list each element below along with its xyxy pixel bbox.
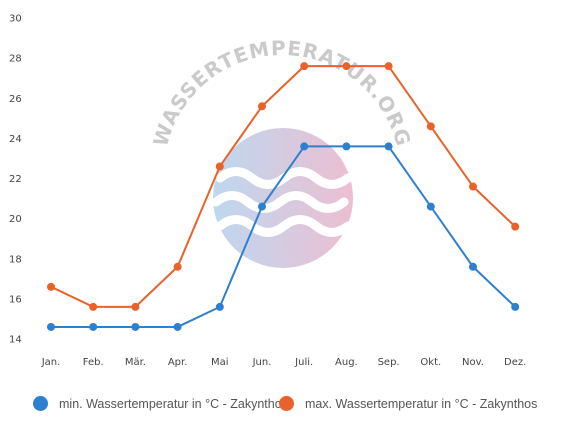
data-point[interactable] <box>384 142 393 151</box>
y-tick-label: 24 <box>9 134 22 145</box>
x-tick-label: Dez. <box>504 357 526 368</box>
x-tick-label: Jan. <box>41 357 61 368</box>
y-tick-label: 14 <box>9 335 22 346</box>
data-point[interactable] <box>469 262 477 271</box>
x-tick-label: Nov. <box>462 357 484 368</box>
data-point[interactable] <box>511 222 520 231</box>
data-point[interactable] <box>469 182 477 191</box>
data-point[interactable] <box>300 62 309 71</box>
x-tick-label: Jun. <box>252 357 272 368</box>
y-tick-label: 28 <box>9 54 22 65</box>
y-tick-label: 26 <box>9 94 22 105</box>
y-tick-label: 20 <box>9 214 22 225</box>
series-layer <box>47 62 520 331</box>
data-point[interactable] <box>173 322 182 331</box>
watermark-waves-icon <box>211 167 353 237</box>
data-point[interactable] <box>215 302 224 311</box>
data-point[interactable] <box>131 302 140 311</box>
y-axis: 14 16 18 20 22 24 26 28 30 <box>9 14 22 346</box>
legend-item-max[interactable]: max. Wassertemperatur in °C - Zakynthos <box>279 396 537 411</box>
data-point[interactable] <box>89 302 98 311</box>
x-tick-label: Okt. <box>420 357 441 368</box>
y-tick-label: 18 <box>9 254 22 265</box>
data-point[interactable] <box>342 62 351 71</box>
data-point[interactable] <box>426 202 435 211</box>
series-line <box>50 65 516 308</box>
x-axis: Jan. Feb. Mär. Apr. Mai Jun. Juli. Aug. Sep. Okt.… <box>41 357 527 368</box>
data-point[interactable] <box>215 162 224 171</box>
data-point[interactable] <box>384 62 393 71</box>
data-point[interactable] <box>47 282 55 291</box>
series-line <box>51 145 516 328</box>
data-point[interactable] <box>131 322 140 331</box>
legend-marker-min <box>33 396 48 411</box>
x-tick-label: Aug. <box>335 357 358 368</box>
y-tick-label: 22 <box>9 174 22 185</box>
data-point[interactable] <box>300 142 309 151</box>
legend: min. Wassertemperatur in °C - Zakynthos … <box>0 390 568 420</box>
data-point[interactable] <box>89 322 98 331</box>
data-point[interactable] <box>173 262 182 271</box>
series-max <box>47 62 520 311</box>
legend-label-max: max. Wassertemperatur in °C - Zakynthos <box>305 396 538 411</box>
x-tick-label: Feb. <box>83 357 104 368</box>
data-point[interactable] <box>47 322 55 331</box>
legend-item-min[interactable]: min. Wassertemperatur in °C - Zakynthos <box>33 396 288 411</box>
y-tick-label: 30 <box>9 14 22 25</box>
line-chart: WASSERTEMPERATUR.ORG 141618202224262830 … <box>9 14 527 369</box>
watermark: WASSERTEMPERATUR.ORG <box>148 36 415 268</box>
data-point[interactable] <box>426 122 435 131</box>
x-tick-label: Mai <box>211 357 229 368</box>
x-tick-label: Juli. <box>294 357 313 368</box>
data-point[interactable] <box>342 142 351 151</box>
data-point[interactable] <box>511 302 520 311</box>
y-tick-label: 16 <box>9 294 22 305</box>
x-tick-label: Sep. <box>378 357 400 368</box>
x-tick-label: Apr. <box>168 357 188 368</box>
data-point[interactable] <box>258 202 266 211</box>
x-tick-label: Mär. <box>125 357 146 368</box>
legend-marker-max <box>279 396 294 411</box>
data-point[interactable] <box>258 102 266 111</box>
series-min <box>47 142 520 331</box>
legend-label-min: min. Wassertemperatur in °C - Zakynthos <box>59 396 288 411</box>
